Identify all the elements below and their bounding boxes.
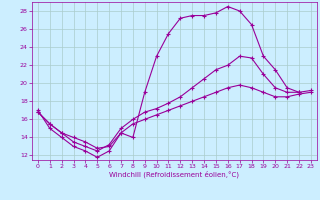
X-axis label: Windchill (Refroidissement éolien,°C): Windchill (Refroidissement éolien,°C) [109, 171, 239, 178]
